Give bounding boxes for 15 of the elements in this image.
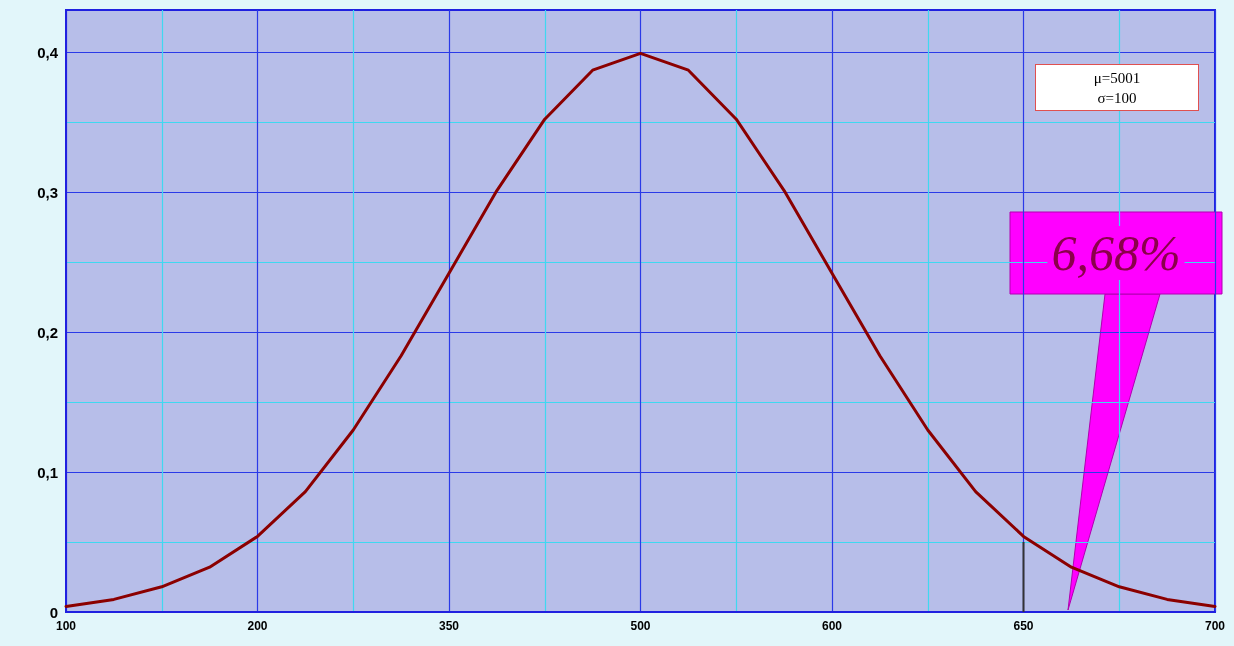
note-box: μ=5001 σ=100 (1035, 64, 1199, 111)
y-tick-label: 0,3 (37, 183, 58, 201)
y-tick-label: 0 (49, 603, 58, 621)
y-tick-label: 0,4 (37, 43, 59, 61)
line-series (64, 51, 1217, 608)
x-tick-label: 500 (630, 619, 651, 633)
y-tick-label: 0,1 (37, 463, 58, 481)
annotation: 6,68% (1051, 225, 1181, 281)
x-tick-label: 700 (1204, 619, 1226, 633)
x-tick-label: 200 (247, 619, 268, 633)
y-tick-label: 0,2 (37, 323, 58, 341)
x-tick-label: 600 (821, 619, 843, 633)
x-tick-label: 100 (55, 619, 77, 633)
x-tick-label: 650 (1013, 619, 1034, 633)
x-tick-label: 350 (438, 619, 460, 633)
